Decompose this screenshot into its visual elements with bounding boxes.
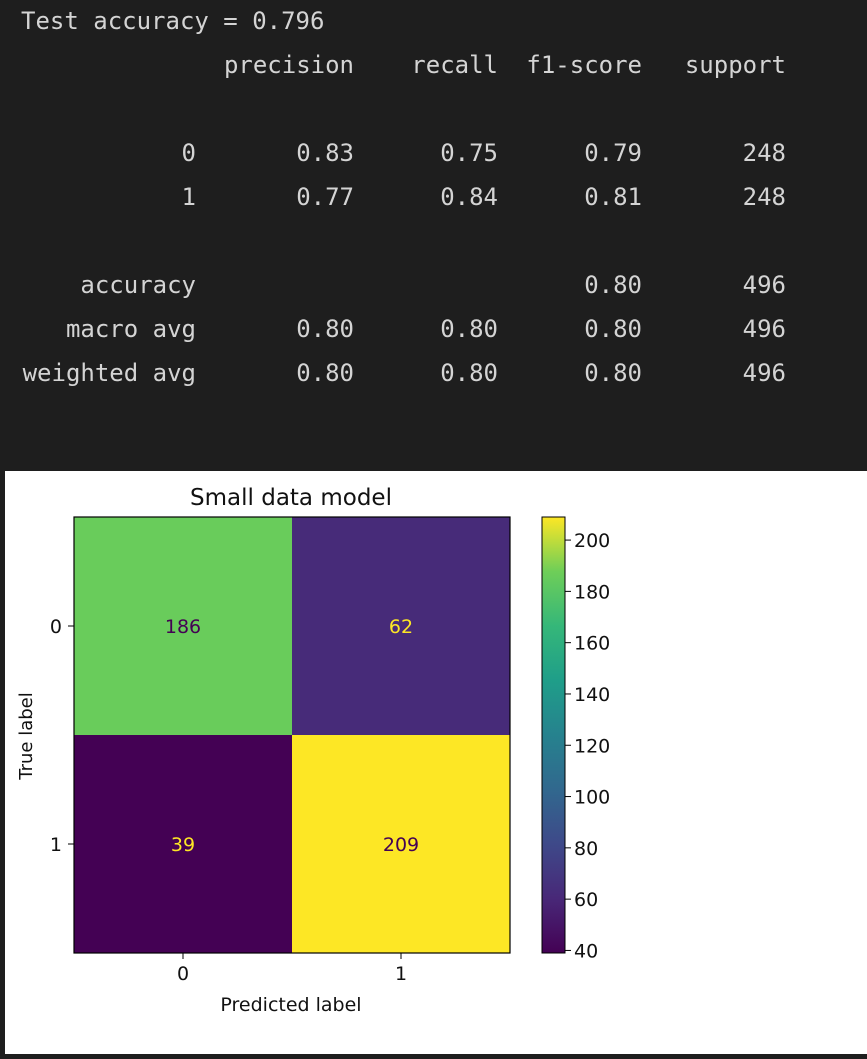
- matrix-frame: [73, 516, 511, 954]
- row-label: accuracy: [80, 271, 196, 299]
- colorbar: [541, 516, 566, 954]
- row-f1-score: 0.80: [584, 271, 642, 299]
- row-support: 496: [742, 359, 786, 387]
- chart-title: Small data model: [190, 485, 392, 511]
- row-label: 1: [181, 183, 196, 211]
- test-accuracy-line: Test accuracy = 0.796: [21, 7, 325, 35]
- matrix-cell: [74, 735, 292, 953]
- colorbar-tick-label: 180: [574, 581, 610, 603]
- colorbar-tick-label: 40: [574, 940, 598, 962]
- console-output: Test accuracy = 0.796 precision recall f…: [0, 0, 867, 471]
- confusion-matrix-svg: Small data model True label Predicted la…: [16, 485, 610, 1016]
- colorbar-tick-label: 160: [574, 633, 610, 655]
- row-f1-score: 0.81: [584, 183, 642, 211]
- colorbar-tick-label: 200: [574, 530, 610, 552]
- confusion-matrix-figure: Small data model True label Predicted la…: [5, 471, 867, 1054]
- colorbar-tick-label: 100: [574, 787, 610, 809]
- x-tick-label: 1: [395, 963, 407, 985]
- header-support: support: [684, 51, 786, 79]
- row-recall: 0.80: [440, 315, 498, 343]
- row-label: macro avg: [65, 315, 196, 343]
- colorbar-tick-label: 60: [574, 889, 598, 911]
- row-support: 496: [742, 315, 786, 343]
- header-recall: recall: [411, 51, 498, 79]
- row-label: weighted avg: [22, 359, 196, 387]
- matrix-cell: [74, 517, 292, 735]
- header-precision: precision: [223, 51, 354, 79]
- header-f1-score: f1-score: [526, 51, 642, 79]
- row-f1-score: 0.80: [584, 315, 642, 343]
- y-tick-label: 1: [50, 834, 62, 856]
- colorbar-tick-label: 80: [574, 838, 598, 860]
- row-label: 0: [181, 139, 196, 167]
- row-precision: 0.80: [296, 315, 354, 343]
- cell-value-label: 186: [165, 616, 201, 638]
- y-axis-label: True label: [16, 692, 37, 781]
- row-recall: 0.84: [440, 183, 498, 211]
- matrix-cell: [292, 517, 510, 735]
- x-tick-label: 0: [177, 963, 189, 985]
- cell-value-label: 39: [171, 834, 195, 856]
- row-recall: 0.75: [440, 139, 498, 167]
- row-recall: 0.80: [440, 359, 498, 387]
- cell-value-label: 62: [389, 616, 413, 638]
- y-tick-label: 0: [50, 616, 62, 638]
- row-precision: 0.77: [296, 183, 354, 211]
- colorbar-tick-label: 120: [574, 735, 610, 757]
- row-f1-score: 0.80: [584, 359, 642, 387]
- cell-value-label: 209: [383, 834, 419, 856]
- row-f1-score: 0.79: [584, 139, 642, 167]
- row-precision: 0.83: [296, 139, 354, 167]
- row-support: 248: [742, 139, 786, 167]
- row-support: 496: [742, 271, 786, 299]
- matrix-cell: [292, 735, 510, 953]
- colorbar-tick-label: 140: [574, 684, 610, 706]
- row-support: 248: [742, 183, 786, 211]
- x-axis-label: Predicted label: [220, 994, 361, 1016]
- row-precision: 0.80: [296, 359, 354, 387]
